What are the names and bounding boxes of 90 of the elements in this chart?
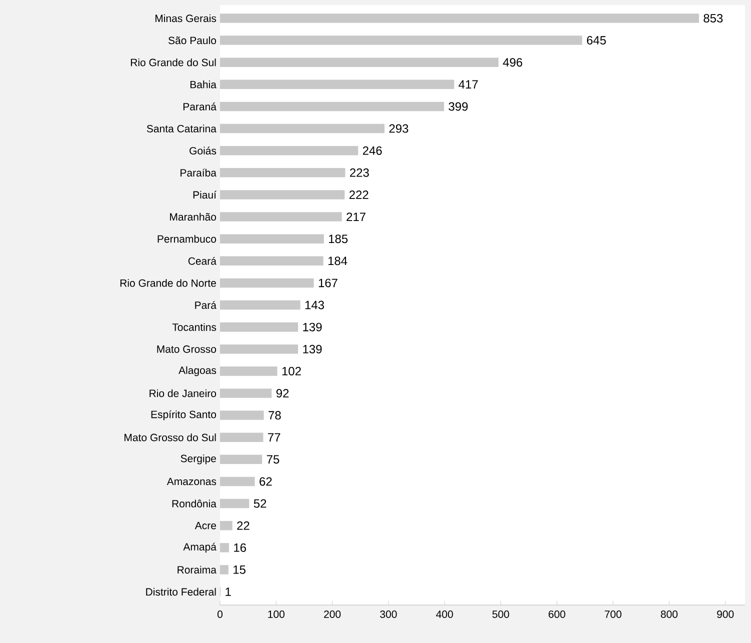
data-label: 217 [346, 212, 366, 221]
y-tick-label: Ceará [188, 256, 216, 265]
x-tick-label: 400 [436, 610, 453, 618]
data-label: 139 [303, 322, 322, 332]
y-tick-label: Rio Grande do Sul [130, 58, 216, 66]
data-label: 223 [350, 168, 369, 177]
y-tick-label: Minas Gerais [155, 14, 216, 22]
y-tick-label: Pernambuco [158, 234, 216, 243]
y-tick-label: Acre [194, 522, 216, 530]
data-label: 167 [318, 278, 338, 288]
data-label: 77 [268, 433, 280, 442]
y-tick-label: Bahia [190, 80, 216, 88]
bar [220, 432, 264, 442]
bar [220, 410, 264, 420]
y-tick-label: Maranhão [170, 212, 216, 221]
data-label: 185 [329, 234, 348, 244]
x-tick-label: 200 [324, 610, 341, 618]
bar [220, 124, 385, 134]
data-label: 143 [305, 300, 324, 310]
y-tick-label: São Paulo [168, 36, 216, 44]
y-tick-label: Tocantins [172, 323, 216, 331]
bar [220, 520, 232, 530]
data-label: 75 [266, 455, 280, 464]
x-tick-label: 100 [268, 610, 284, 618]
bar [220, 300, 300, 310]
y-tick-label: Roraima [178, 566, 216, 574]
data-label: 293 [389, 124, 408, 133]
y-tick-label: Sergipe [180, 454, 216, 464]
bar [220, 498, 250, 508]
data-label: 399 [448, 102, 468, 111]
data-label: 92 [276, 388, 289, 398]
y-tick-label: Rondônia [172, 500, 216, 508]
y-tick-label: Alagoas [178, 366, 216, 376]
bar [220, 234, 324, 244]
bar [220, 212, 342, 222]
data-label: 853 [704, 14, 723, 22]
y-tick-label: Mato Grosso [157, 345, 216, 353]
bar [220, 102, 444, 112]
y-tick-label: Distrito Federal [146, 588, 216, 596]
data-label: 78 [268, 411, 281, 420]
y-tick-label: Pará [195, 301, 216, 309]
bar [220, 565, 228, 574]
bar [220, 322, 298, 332]
bar [220, 36, 582, 45]
bar [220, 256, 324, 266]
data-label: 222 [349, 190, 368, 199]
data-label: 22 [237, 521, 250, 530]
data-label: 1 [226, 588, 231, 596]
data-label: 139 [303, 344, 322, 354]
bar [220, 58, 499, 67]
bar [220, 168, 346, 178]
y-tick-label: Amazonas [166, 478, 216, 486]
y-tick-label: Rio Grande do Norte [120, 279, 216, 287]
y-tick-label: Piauí [193, 190, 216, 199]
bar [220, 14, 699, 23]
y-tick-label: Espírito Santo [151, 410, 216, 420]
y-tick-label: Amapá [183, 542, 216, 553]
bar [220, 476, 255, 486]
bar [220, 366, 278, 376]
bar [220, 344, 298, 354]
bar [220, 543, 229, 552]
data-label: 417 [458, 80, 478, 89]
data-label: 102 [282, 366, 301, 376]
y-tick-label: Paraná [183, 102, 216, 110]
y-tick-label: Paraíba [180, 168, 216, 177]
data-label: 645 [586, 36, 606, 45]
x-tick-label: 0 [217, 610, 223, 618]
bar [220, 454, 262, 464]
bar [220, 388, 272, 398]
x-tick-label: 800 [660, 610, 678, 618]
data-label: 16 [234, 543, 246, 552]
data-label: 62 [260, 477, 272, 486]
x-tick-label: 500 [492, 610, 510, 618]
data-label: 246 [362, 146, 382, 155]
data-label: 52 [254, 499, 266, 508]
data-label: 15 [234, 566, 246, 574]
x-tick-label: 900 [717, 610, 734, 618]
y-tick-label: Rio de Janeiro [150, 389, 216, 398]
data-label: 184 [328, 256, 348, 266]
x-tick-label: 600 [548, 610, 566, 618]
y-tick-label: Santa Catarina [146, 124, 216, 132]
y-tick-label: Goiás [190, 146, 216, 155]
bar [220, 190, 345, 200]
y-tick-label: Mato Grosso do Sul [124, 434, 216, 442]
bar [220, 278, 314, 288]
bar [220, 80, 454, 90]
x-tick-label: 700 [604, 610, 622, 618]
bar [220, 146, 358, 156]
data-label: 496 [502, 58, 522, 67]
x-tick-label: 300 [380, 610, 397, 618]
